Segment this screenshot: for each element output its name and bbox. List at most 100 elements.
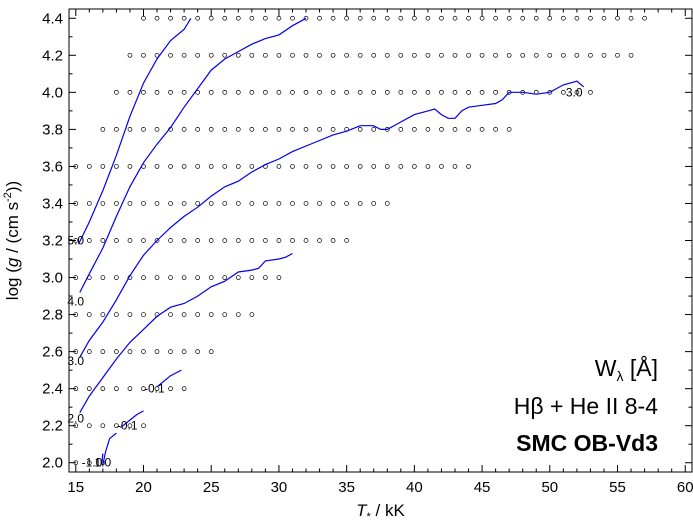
model-point — [249, 52, 255, 58]
model-point — [141, 275, 146, 280]
contour-line — [156, 369, 182, 388]
annotation-unit: [Å] — [623, 354, 658, 381]
model-point — [276, 15, 282, 21]
model-point — [317, 164, 322, 169]
model-point — [249, 164, 255, 169]
contour-line — [120, 410, 144, 429]
model-point — [506, 52, 512, 58]
model-point — [222, 15, 228, 21]
model-point — [181, 15, 187, 21]
model-point — [452, 15, 458, 21]
model-point — [425, 52, 431, 58]
model-point — [588, 89, 593, 95]
contour-line — [79, 17, 307, 293]
model-point — [357, 164, 363, 169]
model-point — [249, 127, 255, 132]
model-point — [141, 52, 146, 58]
model-point — [276, 238, 282, 243]
model-point — [371, 201, 377, 206]
model-point — [452, 127, 458, 132]
model-point — [208, 164, 214, 169]
model-point — [195, 275, 201, 280]
model-point — [181, 238, 187, 243]
model-point — [127, 238, 133, 243]
model-point — [276, 127, 282, 132]
model-point — [181, 52, 187, 58]
model-point — [642, 15, 647, 21]
x-tick-label: 30 — [271, 479, 288, 496]
model-point — [168, 201, 173, 206]
model-point — [628, 15, 634, 21]
model-point — [222, 201, 228, 206]
y-tick-label: 4.2 — [42, 47, 63, 64]
model-point — [114, 164, 119, 169]
model-point — [208, 127, 214, 132]
model-point — [222, 275, 228, 280]
model-point — [330, 201, 336, 206]
model-point — [127, 127, 133, 132]
model-point — [141, 312, 146, 317]
model-point — [222, 89, 228, 95]
model-point — [357, 52, 363, 58]
model-point — [290, 238, 295, 243]
model-point — [235, 52, 241, 58]
model-point — [547, 52, 553, 58]
x-axis-label-sub: * — [367, 511, 372, 523]
contour-line — [79, 80, 585, 358]
model-point — [181, 201, 187, 206]
model-point — [317, 89, 322, 95]
model-point — [276, 164, 282, 169]
x-axis-label: T* / kK — [356, 501, 405, 523]
x-tick-label: 45 — [474, 479, 491, 496]
model-point — [195, 15, 201, 21]
y-axis-label-mid: / (cm s — [3, 202, 22, 258]
model-point — [208, 89, 214, 95]
model-point — [344, 15, 349, 21]
model-point — [263, 52, 268, 58]
model-point — [168, 349, 173, 354]
contour-label: 1.0 — [95, 456, 112, 470]
model-point — [452, 89, 458, 95]
model-point — [100, 386, 106, 392]
model-point — [168, 238, 173, 243]
model-point — [222, 127, 228, 132]
model-point — [317, 238, 322, 243]
model-point — [303, 15, 309, 21]
model-point — [601, 52, 607, 58]
model-point — [398, 52, 404, 58]
model-point — [181, 164, 187, 169]
model-point — [588, 52, 593, 58]
y-tick-label: 3.4 — [42, 195, 63, 212]
model-point — [195, 164, 201, 169]
model-point — [195, 201, 201, 206]
model-point — [249, 89, 255, 95]
model-point — [412, 164, 417, 169]
model-point — [114, 275, 119, 280]
model-point — [168, 15, 173, 21]
model-point — [357, 15, 363, 21]
model-point — [168, 386, 173, 392]
model-point — [127, 52, 133, 58]
model-point — [208, 312, 214, 317]
model-point — [493, 127, 498, 132]
model-point — [533, 15, 539, 21]
model-point — [154, 201, 160, 206]
model-point — [86, 238, 92, 243]
model-point — [168, 312, 173, 317]
model-point — [208, 201, 214, 206]
model-point — [412, 89, 417, 95]
model-point — [154, 275, 160, 280]
model-point — [114, 349, 119, 354]
y-tick-label: 2.0 — [42, 455, 63, 472]
model-point — [506, 127, 512, 132]
model-point — [141, 238, 146, 243]
model-point — [384, 15, 390, 21]
model-point — [276, 275, 282, 280]
model-point — [208, 52, 214, 58]
annotation-quantity: W — [595, 355, 617, 381]
model-point — [520, 15, 526, 21]
model-point — [398, 89, 404, 95]
model-point — [303, 127, 309, 132]
model-point — [195, 127, 201, 132]
